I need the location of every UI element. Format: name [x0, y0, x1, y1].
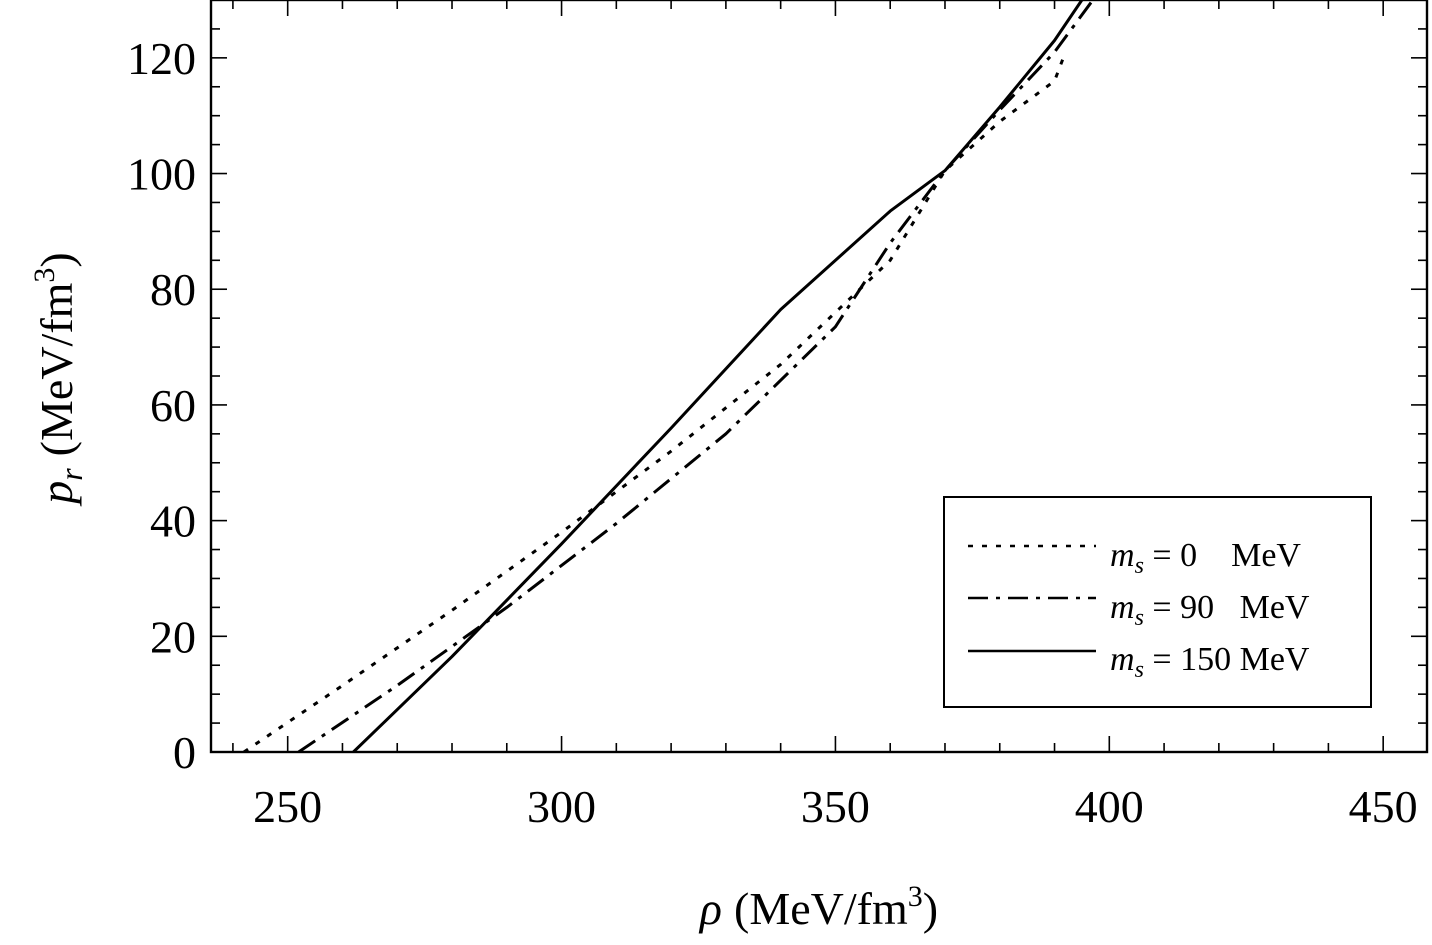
y-tick-label: 0	[173, 727, 196, 778]
x-tick-label: 450	[1349, 781, 1418, 832]
series-line-2	[352, 0, 1084, 752]
y-tick-label: 120	[127, 33, 196, 84]
series-line-1	[297, 0, 1095, 752]
x-tick-label: 300	[527, 781, 596, 832]
y-tick-label: 40	[150, 496, 196, 547]
legend-box	[943, 496, 1372, 708]
legend-label-0: ms = 0 MeV	[1110, 537, 1301, 579]
legend-label-2: ms = 150 MeV	[1110, 641, 1310, 683]
legend-label-1: ms = 90 MeV	[1110, 589, 1310, 631]
y-tick-label: 20	[150, 611, 196, 662]
y-axis-title: pr(MeV/fm3)	[28, 252, 89, 507]
legend: ms = 0 MeV ms = 90 MeV ms = 150 MeV	[943, 496, 1372, 708]
y-tick-label: 100	[127, 149, 196, 200]
y-tick-labels: 0 20 40 60 80 100 120	[127, 33, 196, 778]
x-tick-label: 350	[801, 781, 870, 832]
y-tick-label: 60	[150, 380, 196, 431]
y-tick-label: 80	[150, 264, 196, 315]
series-line-0	[243, 51, 1067, 752]
x-tick-labels: 250 300 350 400 450	[253, 781, 1417, 832]
x-tick-label: 400	[1075, 781, 1144, 832]
series-group	[243, 0, 1095, 752]
x-axis-title: ρ (MeV/fm3)	[698, 880, 938, 934]
axis-ticks	[211, 0, 1427, 753]
x-tick-label: 250	[253, 781, 322, 832]
